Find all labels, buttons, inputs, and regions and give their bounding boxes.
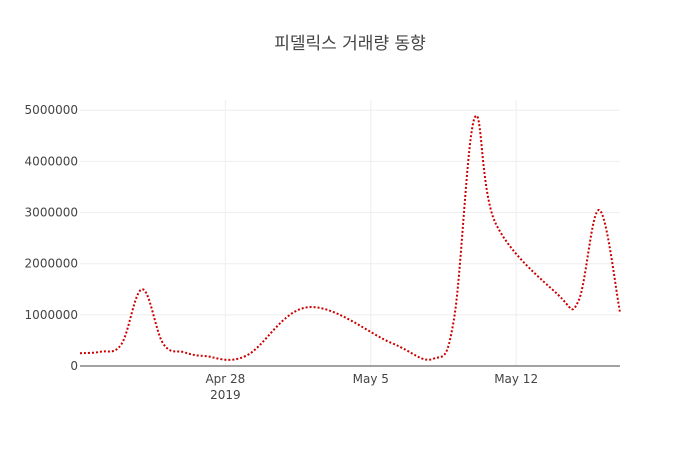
x-tick-label: May 12	[494, 372, 538, 386]
grid	[80, 100, 620, 366]
y-tick-label: 4000000	[25, 154, 78, 168]
plot-area	[79, 114, 621, 361]
y-tick-label: 3000000	[25, 206, 78, 220]
chart-title: 피델릭스 거래량 동향	[274, 34, 426, 54]
x-tick-label: May 5	[353, 372, 389, 386]
y-tick-label: 0	[70, 359, 78, 373]
y-tick-label: 2000000	[25, 257, 78, 271]
series-line	[79, 114, 621, 361]
x-tick-label: Apr 28	[205, 372, 245, 386]
axes: 0 1000000 2000000 3000000 4000000 5000000 Apr …	[25, 103, 620, 402]
y-tick-label: 5000000	[25, 103, 78, 117]
x-tick-year-label: 2019	[210, 388, 241, 402]
y-tick-label: 1000000	[25, 308, 78, 322]
